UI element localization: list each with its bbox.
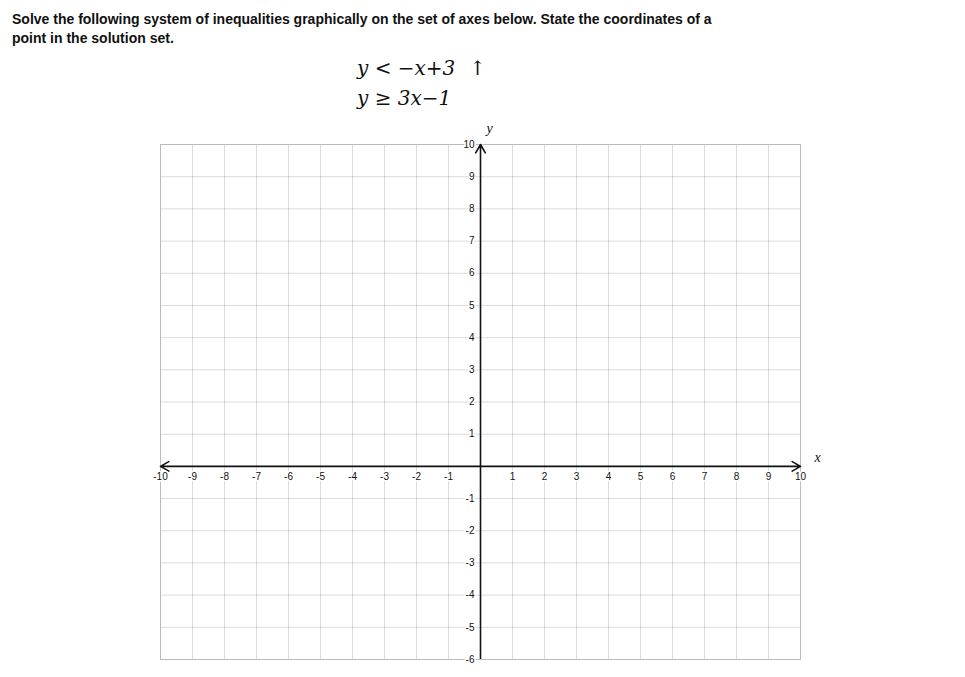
svg-text:8: 8 [734, 471, 740, 482]
svg-text:1: 1 [510, 471, 516, 482]
svg-text:-7: -7 [252, 471, 261, 482]
svg-text:-10: -10 [153, 471, 168, 482]
svg-text:10: 10 [463, 139, 475, 150]
svg-text:-8: -8 [220, 471, 229, 482]
svg-text:y: y [484, 121, 493, 136]
svg-text:-3: -3 [380, 471, 389, 482]
svg-text:5: 5 [469, 300, 475, 311]
svg-text:2: 2 [542, 471, 548, 482]
svg-text:x: x [814, 450, 822, 465]
svg-text:9: 9 [469, 171, 475, 182]
svg-text:5: 5 [638, 471, 644, 482]
svg-text:-9: -9 [188, 471, 197, 482]
html-text:y ≥ 3x−1: y ≥ 3x−1 [357, 86, 452, 110]
svg-text:-4: -4 [466, 589, 475, 600]
svg-text:-6: -6 [284, 471, 293, 482]
svg-text:7: 7 [469, 235, 475, 246]
svg-text:8: 8 [469, 203, 475, 214]
svg-text:6: 6 [469, 267, 475, 278]
svg-text:7: 7 [702, 471, 708, 482]
svg-text:-3: -3 [466, 557, 475, 568]
svg-text:9: 9 [766, 471, 772, 482]
svg-text:-4: -4 [348, 471, 357, 482]
svg-text:-5: -5 [466, 622, 475, 633]
svg-text:10: 10 [795, 471, 807, 482]
svg-text:-1: -1 [466, 493, 475, 504]
svg-text:1: 1 [469, 428, 475, 439]
svg-text:-5: -5 [316, 471, 325, 482]
svg-text:4: 4 [606, 471, 612, 482]
svg-text:3: 3 [469, 364, 475, 375]
svg-text:-1: -1 [444, 471, 453, 482]
svg-text:3: 3 [574, 471, 580, 482]
html-text:y < −x+3: y < −x+3 [357, 56, 456, 80]
html-text:Solve the following system of: Solve the following system of inequaliti… [12, 11, 712, 46]
svg-text:4: 4 [469, 332, 475, 343]
svg-text:6: 6 [670, 471, 676, 482]
svg-text:-6: -6 [466, 654, 475, 665]
svg-text:-2: -2 [466, 525, 475, 536]
svg-text:2: 2 [469, 396, 475, 407]
svg-text:-2: -2 [412, 471, 421, 482]
